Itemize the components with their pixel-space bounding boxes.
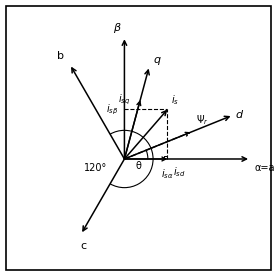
Text: α=a: α=a — [255, 163, 275, 173]
Text: $i_s$: $i_s$ — [171, 93, 179, 107]
Text: c: c — [80, 241, 86, 251]
Text: $i_{sd}$: $i_{sd}$ — [173, 166, 185, 179]
Text: b: b — [57, 51, 64, 61]
Text: β: β — [113, 23, 120, 33]
Text: θ: θ — [136, 161, 142, 170]
Text: $\Psi_r$: $\Psi_r$ — [196, 113, 209, 127]
Text: $i_{s\beta}$: $i_{s\beta}$ — [106, 102, 118, 117]
Text: 120°: 120° — [84, 163, 107, 173]
Text: $i_{s\alpha}$: $i_{s\alpha}$ — [161, 167, 174, 181]
Text: q: q — [154, 54, 161, 65]
Text: d: d — [236, 110, 243, 120]
Text: $i_{sq}$: $i_{sq}$ — [118, 93, 130, 107]
